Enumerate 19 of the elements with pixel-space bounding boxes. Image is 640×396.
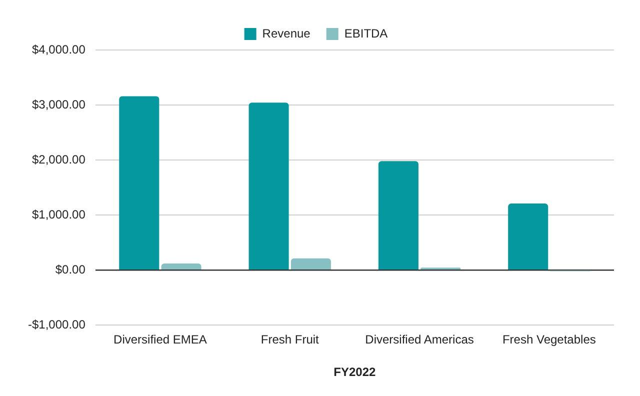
bar: [290, 258, 331, 270]
bar: [119, 96, 160, 270]
x-tick-label: Fresh Vegetables: [502, 332, 596, 347]
bar: [508, 204, 548, 270]
x-tick-label: Diversified Americas: [365, 332, 474, 347]
y-tick-label: -$1,000.00: [28, 318, 86, 332]
x-tick-label: Diversified EMEA: [114, 332, 207, 347]
bar: [378, 161, 418, 270]
bar: [248, 102, 289, 270]
y-tick-label: $0.00: [55, 262, 86, 276]
x-tick-label: Fresh Fruit: [260, 332, 320, 347]
y-tick-label: $3,000.00: [32, 97, 86, 112]
y-tick-label: $2,000.00: [32, 152, 86, 166]
bar: [161, 264, 202, 270]
legend-label: EBITDA: [344, 26, 388, 40]
y-tick-label: $4,000.00: [32, 42, 86, 56]
y-tick-label: $1,000.00: [32, 207, 86, 222]
x-axis-title: FY2022: [334, 365, 376, 380]
legend-label: Revenue: [262, 26, 311, 40]
